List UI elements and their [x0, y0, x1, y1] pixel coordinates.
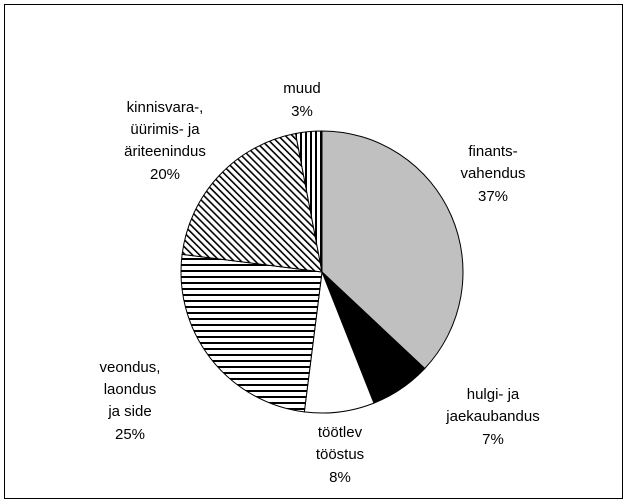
- value-label: 25%: [115, 426, 145, 443]
- value-label: 20%: [150, 166, 180, 183]
- slice-label: vahendus: [460, 165, 525, 182]
- pie-slice: [321, 130, 464, 370]
- value-label: 3%: [291, 103, 313, 120]
- slice-label: töötlev: [318, 424, 363, 441]
- slice-label: jaekaubandus: [445, 408, 539, 425]
- pie-slice: [181, 132, 323, 273]
- value-label: 8%: [329, 469, 351, 486]
- slice-label: üürimis- ja: [130, 121, 200, 138]
- slice-label: muud: [283, 80, 321, 97]
- slice-label: hulgi- ja: [467, 386, 520, 403]
- slice-label: laondus: [104, 381, 157, 398]
- slice-label: kinnisvara-,: [127, 99, 204, 116]
- value-label: 37%: [478, 188, 508, 205]
- slice-label: tööstus: [316, 446, 364, 463]
- slice-label: veondus,: [100, 359, 161, 376]
- slice-label: äriteenindus: [124, 143, 206, 160]
- value-label: 7%: [482, 431, 504, 448]
- pie-slice: [180, 253, 323, 413]
- pie-slice: [294, 130, 323, 273]
- slice-label: finants-: [468, 143, 517, 160]
- slice-label: ja side: [107, 403, 151, 420]
